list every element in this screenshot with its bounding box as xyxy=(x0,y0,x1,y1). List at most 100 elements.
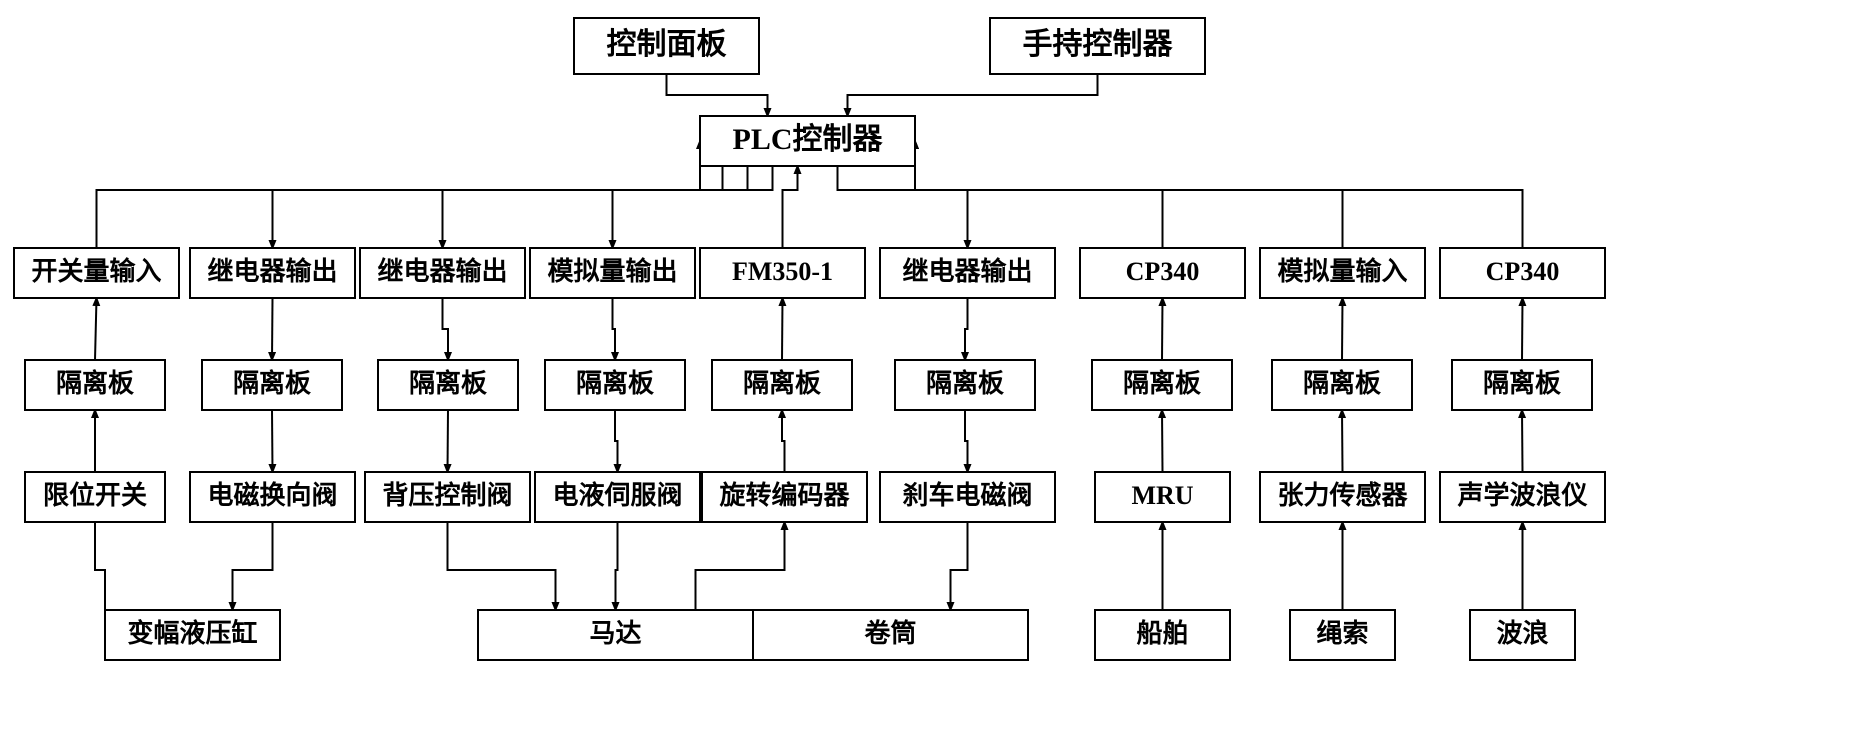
edge xyxy=(1522,298,1523,360)
node-label: 隔离板 xyxy=(576,368,654,398)
node-c5_r1: 继电器输出 xyxy=(880,248,1055,298)
edge xyxy=(233,522,273,610)
edge xyxy=(696,522,785,610)
node-label: 背压控制阀 xyxy=(382,481,512,510)
node-label: 开关量输入 xyxy=(31,256,161,286)
edge xyxy=(965,298,968,360)
node-label: 模拟量输入 xyxy=(1277,256,1407,286)
node-label: 变幅液压缸 xyxy=(127,618,257,648)
edge xyxy=(667,74,768,116)
node-label: FM350-1 xyxy=(732,257,833,286)
node-c6_r1: CP340 xyxy=(1080,248,1245,298)
node-c2_r3: 背压控制阀 xyxy=(365,472,530,522)
edge xyxy=(273,166,723,248)
node-c6_r3: MRU xyxy=(1095,472,1230,522)
edge xyxy=(782,410,785,472)
node-label: 刹车电磁阀 xyxy=(902,480,1032,510)
node-ctrl_panel: 控制面板 xyxy=(574,18,759,74)
edge xyxy=(1162,410,1163,472)
node-label: 卷筒 xyxy=(864,618,916,648)
node-label: 继电器输出 xyxy=(902,256,1032,286)
node-c2_r1: 继电器输出 xyxy=(360,248,525,298)
node-label: 旋转编码器 xyxy=(719,480,850,510)
edge xyxy=(613,298,616,360)
node-c4_r1: FM350-1 xyxy=(700,248,865,298)
node-label: 模拟量输出 xyxy=(547,256,677,286)
edge xyxy=(95,522,105,635)
node-label: 电磁换向阀 xyxy=(207,480,337,510)
edge xyxy=(615,410,618,472)
node-c4_r2: 隔离板 xyxy=(712,360,852,410)
node-rope: 绳索 xyxy=(1290,610,1395,660)
node-drum: 卷筒 xyxy=(753,610,1028,660)
node-c5_r2: 隔离板 xyxy=(895,360,1035,410)
node-label: 绳索 xyxy=(1316,619,1368,648)
edge xyxy=(915,141,1523,248)
node-c3_r2: 隔离板 xyxy=(545,360,685,410)
node-c8_r2: 隔离板 xyxy=(1452,360,1592,410)
edge xyxy=(272,410,273,472)
node-label: CP340 xyxy=(1126,257,1200,286)
edge xyxy=(1342,298,1343,360)
node-label: 继电器输出 xyxy=(207,256,337,286)
node-label: 隔离板 xyxy=(56,368,134,398)
node-ship: 船舶 xyxy=(1095,610,1230,660)
edge xyxy=(951,522,968,610)
node-c5_r3: 刹车电磁阀 xyxy=(880,472,1055,522)
edge xyxy=(848,74,1098,116)
node-c1_r2: 隔离板 xyxy=(202,360,342,410)
node-c2_r2: 隔离板 xyxy=(378,360,518,410)
edge xyxy=(915,141,1163,248)
node-label: PLC控制器 xyxy=(733,123,884,156)
node-c3_r3: 电液伺服阀 xyxy=(535,472,700,522)
edge xyxy=(783,166,798,248)
node-label: CP340 xyxy=(1486,257,1560,286)
node-c7_r1: 模拟量输入 xyxy=(1260,248,1425,298)
node-label: 张力传感器 xyxy=(1277,481,1408,510)
node-c4_r3: 旋转编码器 xyxy=(702,472,867,522)
node-c8_r1: CP340 xyxy=(1440,248,1605,298)
node-label: 隔离板 xyxy=(1303,368,1381,398)
node-label: 隔离板 xyxy=(743,368,821,398)
edge xyxy=(1162,298,1163,360)
edge xyxy=(1522,410,1523,472)
node-bf_cyl: 变幅液压缸 xyxy=(105,610,280,660)
edge xyxy=(965,410,968,472)
node-label: 手持控制器 xyxy=(1023,28,1174,61)
node-motor: 马达 xyxy=(478,610,753,660)
edge xyxy=(448,410,449,472)
node-c0_r2: 隔离板 xyxy=(25,360,165,410)
node-label: 声学波浪仪 xyxy=(1457,480,1588,510)
edge xyxy=(616,522,618,610)
node-label: 隔离板 xyxy=(409,368,487,398)
node-label: 隔离板 xyxy=(1483,368,1561,398)
flowchart-diagram: 控制面板 手持控制器 PLC控制器开关量输入 继电器输出 继电器输出 模拟量输出 FM350… xyxy=(0,0,1857,745)
node-label: 隔离板 xyxy=(926,368,1004,398)
edge xyxy=(915,141,1343,248)
node-wave: 波浪 xyxy=(1470,610,1575,660)
node-c0_r1: 开关量输入 xyxy=(14,248,179,298)
edge xyxy=(448,522,556,610)
edge xyxy=(95,298,97,360)
node-c3_r1: 模拟量输出 xyxy=(530,248,695,298)
node-c0_r3: 限位开关 xyxy=(25,472,165,522)
node-label: 马达 xyxy=(589,619,641,648)
node-label: 控制面板 xyxy=(607,28,727,61)
node-label: MRU xyxy=(1131,481,1193,510)
node-c1_r3: 电磁换向阀 xyxy=(190,472,355,522)
edge xyxy=(272,298,273,360)
node-plc: PLC控制器 xyxy=(700,116,915,166)
node-label: 波浪 xyxy=(1496,618,1548,648)
node-handheld: 手持控制器 xyxy=(990,18,1205,74)
edge xyxy=(782,298,783,360)
edge xyxy=(1342,410,1343,472)
node-label: 隔离板 xyxy=(1123,368,1201,398)
node-label: 继电器输出 xyxy=(377,256,507,286)
edge xyxy=(443,298,449,360)
node-c6_r2: 隔离板 xyxy=(1092,360,1232,410)
edge xyxy=(443,166,748,248)
edge xyxy=(97,141,701,248)
node-c7_r2: 隔离板 xyxy=(1272,360,1412,410)
node-label: 船舶 xyxy=(1136,618,1188,648)
node-c7_r3: 张力传感器 xyxy=(1260,472,1425,522)
